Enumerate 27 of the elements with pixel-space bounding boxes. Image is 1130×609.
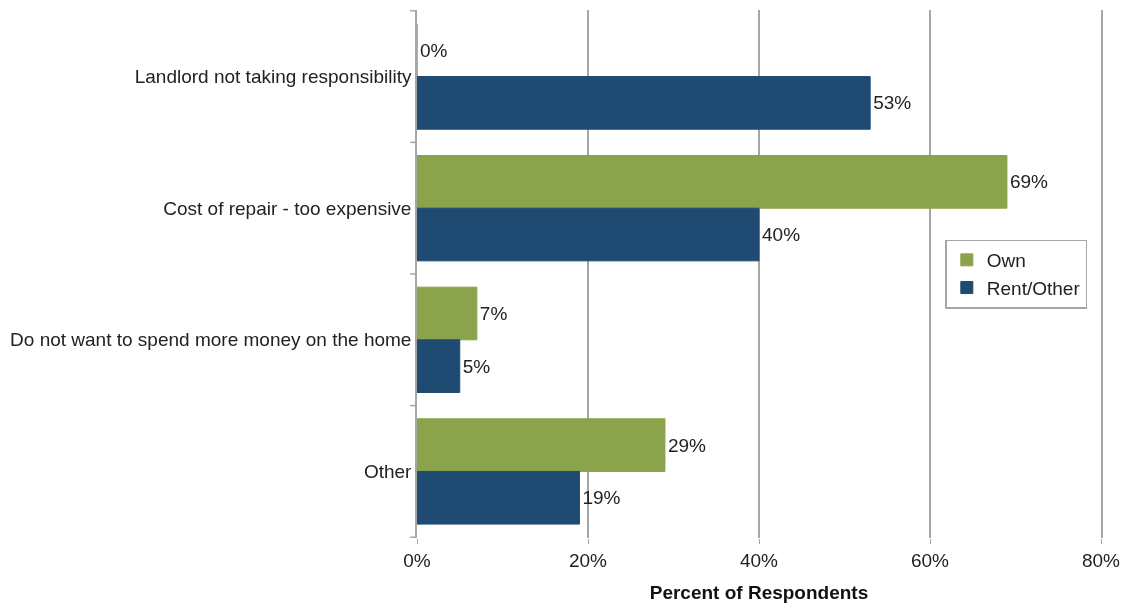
data-label: 5% (462, 355, 491, 377)
y-tick-label: Cost of repair - too expensive (163, 197, 412, 219)
data-label: 69% (1009, 171, 1049, 193)
y-tick-label: Do not want to spend more money on the home (10, 329, 412, 351)
x-tick-label: 80% (1081, 549, 1121, 571)
y-tick-label: Landlord not taking responsibility (134, 66, 412, 88)
x-tick-label: 20% (568, 549, 608, 571)
x-tick-label: 40% (739, 549, 779, 571)
legend-label: Own (986, 250, 1026, 272)
bar (417, 155, 1008, 209)
bar (417, 470, 580, 525)
bar (417, 286, 478, 341)
bar (417, 76, 871, 130)
data-label: 53% (873, 92, 912, 114)
data-label: 7% (479, 302, 508, 324)
y-tick-label: Other (363, 461, 413, 483)
bar (417, 339, 461, 393)
legend-label: Rent/Other (986, 277, 1081, 299)
x-axis-title: Percent of Respondents (649, 581, 869, 603)
bar (417, 418, 666, 472)
data-label: 19% (582, 487, 621, 509)
data-label: 29% (667, 434, 707, 456)
data-label: 0% (420, 39, 448, 61)
x-tick-label: 0% (403, 549, 431, 571)
bar (417, 207, 760, 262)
x-tick-label: 60% (910, 549, 950, 571)
data-label: 40% (762, 224, 801, 246)
